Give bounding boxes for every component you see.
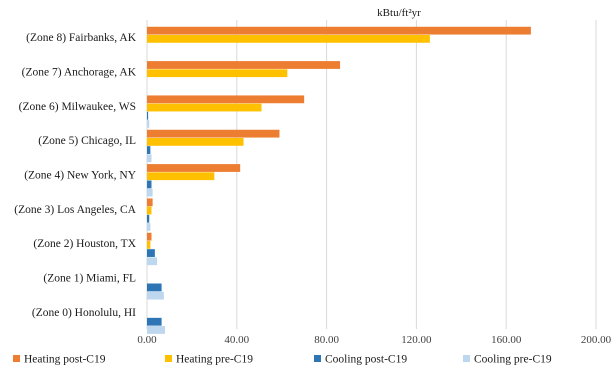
- bar: [147, 27, 531, 35]
- bar: [147, 112, 148, 120]
- bar: [147, 257, 157, 265]
- unit-label: kBtu/ft²yr: [377, 7, 421, 19]
- x-tick-label: 200.00: [581, 334, 612, 346]
- bar: [147, 198, 153, 206]
- category-label: (Zone 1) Miami, FL: [43, 273, 136, 285]
- legend-item: Heating pre-C19: [165, 354, 253, 366]
- legend: Heating post-C19 Heating pre-C19 Cooling p…: [13, 354, 552, 366]
- bar: [147, 215, 149, 223]
- x-tick-label: 0.00: [137, 334, 157, 346]
- bar: [147, 172, 214, 180]
- bar: [147, 284, 162, 292]
- bar: [147, 241, 150, 249]
- bar: [147, 69, 287, 77]
- bar: [147, 223, 150, 231]
- bar: [147, 138, 244, 146]
- bar: [147, 130, 279, 138]
- x-tick-label: 160.00: [491, 334, 522, 346]
- category-label: (Zone 4) New York, NY: [24, 170, 136, 182]
- bar: [147, 318, 162, 326]
- bar: [147, 120, 149, 128]
- bar: [147, 249, 155, 257]
- bar: [147, 207, 151, 215]
- category-labels: (Zone 8) Fairbanks, AK (Zone 7) Anchorage…: [14, 32, 136, 319]
- legend-item: Cooling pre-C19: [463, 354, 552, 366]
- legend-swatch: [463, 355, 470, 362]
- legend-swatch: [314, 355, 321, 362]
- legend-item: Heating post-C19: [13, 354, 106, 366]
- bar: [147, 164, 240, 172]
- category-label: (Zone 2) Houston, TX: [33, 238, 136, 250]
- category-label: (Zone 3) Los Angeles, CA: [14, 204, 136, 216]
- bar: [147, 104, 261, 112]
- bar: [147, 61, 340, 69]
- bar: [147, 189, 153, 197]
- category-label: (Zone 0) Honolulu, HI: [32, 307, 136, 319]
- x-tick-labels: 0.00 40.00 80.00 120.00 160.00 200.00: [137, 334, 611, 346]
- legend-label: Heating post-C19: [24, 354, 106, 366]
- bars: [147, 27, 531, 334]
- category-label: (Zone 6) Milwaukee, WS: [19, 101, 136, 113]
- legend-item: Cooling post-C19: [314, 354, 407, 366]
- bar: [147, 326, 165, 334]
- bar: [147, 35, 430, 43]
- x-tick-label: 40.00: [224, 334, 249, 346]
- bar: [147, 95, 304, 103]
- legend-label: Heating pre-C19: [176, 354, 253, 366]
- bar: [147, 146, 150, 154]
- category-label: (Zone 7) Anchorage, AK: [22, 67, 137, 79]
- bar: [147, 154, 151, 162]
- legend-swatch: [165, 355, 172, 362]
- legend-label: Cooling post-C19: [325, 354, 407, 366]
- x-tick-label: 120.00: [401, 334, 432, 346]
- category-label: (Zone 5) Chicago, IL: [38, 135, 136, 147]
- legend-swatch: [13, 355, 20, 362]
- category-label: (Zone 8) Fairbanks, AK: [26, 32, 137, 44]
- x-tick-label: 80.00: [314, 334, 339, 346]
- bar: [147, 292, 164, 300]
- bar: [147, 233, 151, 241]
- legend-label: Cooling pre-C19: [474, 354, 552, 366]
- bar: [147, 181, 151, 189]
